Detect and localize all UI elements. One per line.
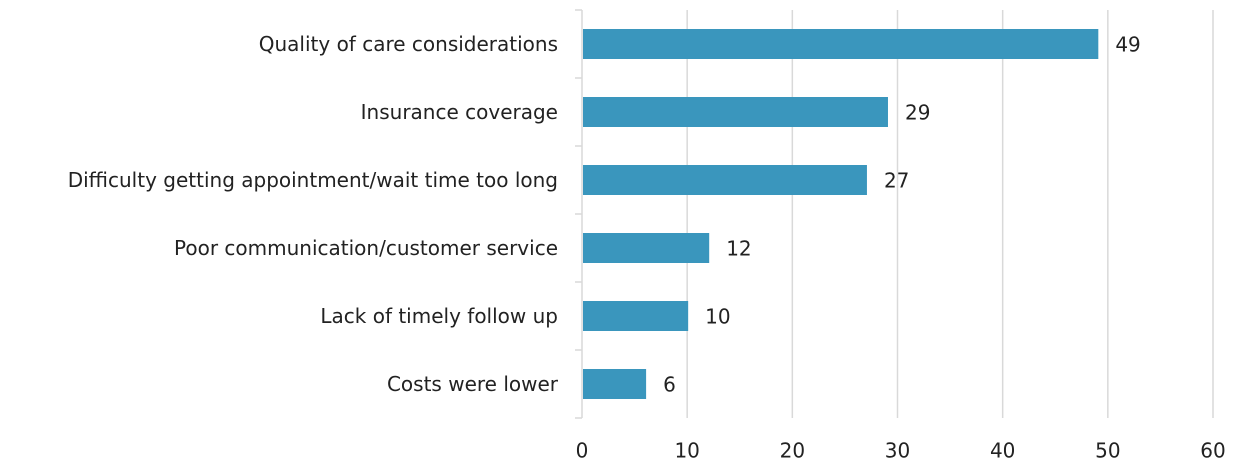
category-label: Lack of timely follow up (320, 304, 558, 328)
category-label: Quality of care considerations (258, 32, 558, 56)
bar (583, 233, 710, 263)
x-tick-label: 30 (885, 439, 910, 462)
category-label: Poor communication/customer service (174, 236, 558, 260)
x-tick-label: 50 (1095, 439, 1120, 462)
value-label: 49 (1115, 33, 1140, 57)
x-tick-label: 0 (576, 439, 589, 462)
category-label: Costs were lower (386, 372, 558, 396)
value-label: 12 (726, 237, 751, 261)
bar (583, 29, 1099, 59)
value-label: 27 (884, 169, 909, 193)
bar (583, 301, 689, 331)
x-tick-label: 40 (990, 439, 1015, 462)
value-label: 10 (705, 305, 730, 329)
bar (583, 97, 888, 127)
x-tick-label: 10 (674, 439, 699, 462)
x-tick-label: 20 (780, 439, 805, 462)
bar (583, 165, 867, 195)
value-label: 6 (663, 373, 676, 397)
value-label: 29 (905, 101, 930, 125)
bar (583, 369, 647, 399)
category-label: Difficulty getting appointment/wait time… (67, 168, 558, 192)
x-tick-label: 60 (1200, 439, 1225, 462)
category-label: Insurance coverage (360, 100, 558, 124)
